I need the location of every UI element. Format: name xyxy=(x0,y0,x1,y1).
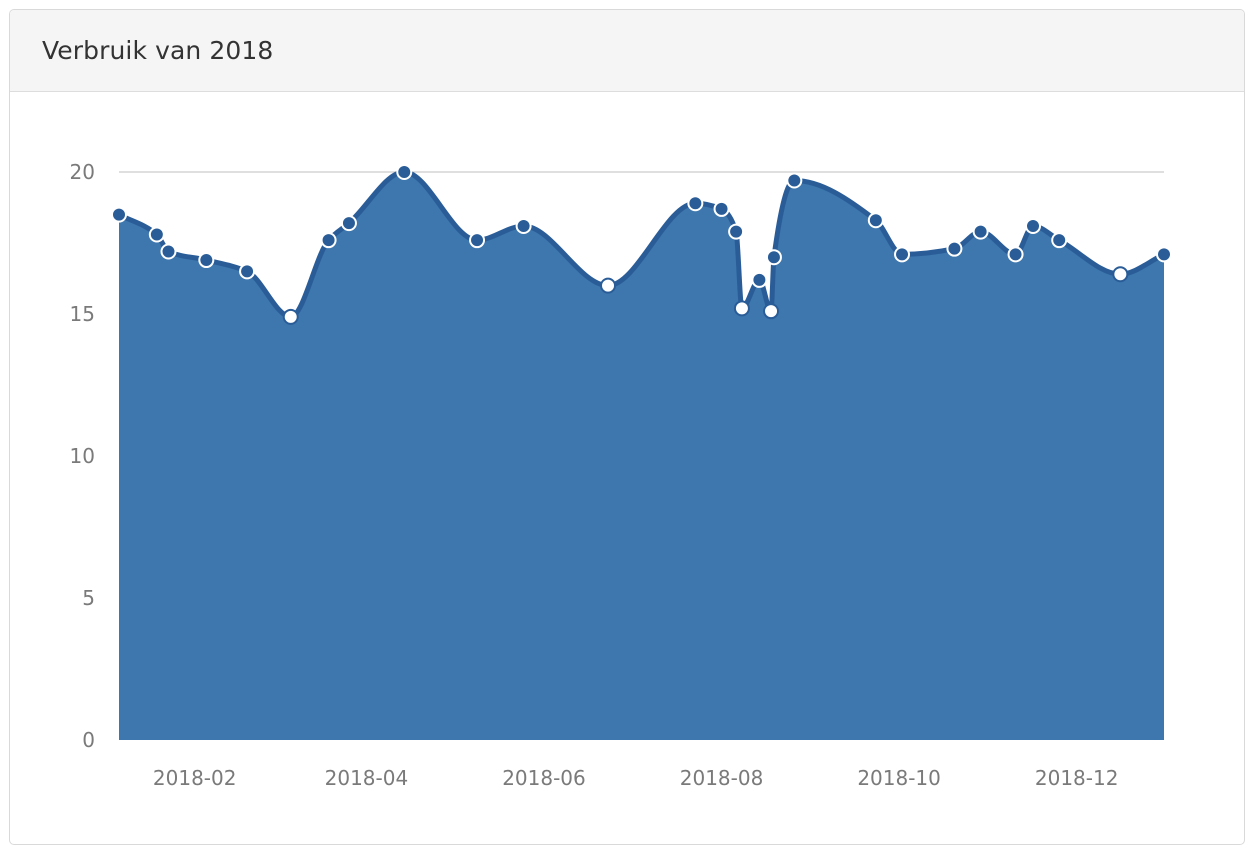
x-tick-label: 2018-12 xyxy=(1035,766,1119,790)
data-point xyxy=(1007,246,1024,263)
x-tick-label: 2018-02 xyxy=(153,766,237,790)
data-point xyxy=(396,164,413,180)
data-point xyxy=(733,300,750,317)
data-point xyxy=(751,271,768,288)
panel-header: Verbruik van 2018 xyxy=(10,10,1244,92)
data-point xyxy=(469,232,486,249)
data-point xyxy=(340,215,357,232)
series-area xyxy=(119,172,1164,740)
data-point xyxy=(763,303,780,320)
data-point xyxy=(713,200,730,217)
data-point xyxy=(160,243,177,260)
data-point xyxy=(111,206,127,223)
data-point xyxy=(687,195,704,212)
y-tick-label: 15 xyxy=(70,302,95,326)
data-point xyxy=(515,217,532,234)
data-point xyxy=(1025,217,1042,234)
x-tick-label: 2018-10 xyxy=(857,766,941,790)
data-point xyxy=(1051,232,1068,249)
data-point xyxy=(786,172,803,189)
data-point xyxy=(148,226,165,243)
data-point xyxy=(728,223,745,240)
y-tick-label: 5 xyxy=(82,586,95,610)
data-point xyxy=(600,277,617,294)
panel-title: Verbruik van 2018 xyxy=(42,36,274,65)
y-tick-label: 10 xyxy=(70,444,95,468)
data-point xyxy=(282,308,299,325)
x-tick-label: 2018-06 xyxy=(502,766,586,790)
x-tick-label: 2018-04 xyxy=(325,766,409,790)
data-point xyxy=(198,252,215,269)
data-point xyxy=(765,249,782,266)
data-point xyxy=(239,263,256,280)
y-tick-label: 20 xyxy=(70,160,95,184)
data-point xyxy=(946,240,963,257)
y-tick-label: 0 xyxy=(82,728,95,752)
data-point xyxy=(320,232,337,249)
data-point xyxy=(1156,246,1172,263)
data-point xyxy=(1112,266,1129,283)
data-point xyxy=(867,212,884,229)
data-point xyxy=(894,246,911,263)
x-tick-label: 2018-08 xyxy=(680,766,764,790)
data-point xyxy=(972,223,989,240)
